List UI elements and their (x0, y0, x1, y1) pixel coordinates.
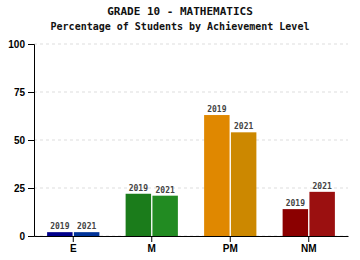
grid (34, 44, 348, 236)
x-axis-line (35, 236, 349, 237)
bar (231, 132, 256, 236)
bar-year-label: 2021 (77, 222, 96, 231)
x-tick: E (70, 236, 77, 254)
y-tick-label: 25 (14, 183, 26, 194)
bar-labels: 2019 2019 2019 2019 2021 2021 2021 2021 (50, 105, 332, 231)
y-tick-mark (28, 188, 34, 189)
plot: 2019 2019 2019 2019 2021 2021 2021 2021 E M PM NM 0 2… (8, 39, 348, 254)
bar-year-label: 2021 (234, 122, 253, 131)
grid-line (34, 44, 348, 45)
bar-year-label: 2019 (129, 184, 148, 193)
x-tick-label: E (70, 243, 77, 254)
bar-year-label: 2019 (50, 222, 69, 231)
bar-year-label: 2019 (207, 105, 226, 114)
bar (126, 194, 151, 236)
subtitle: Percentage of Students by Achievement Le… (51, 21, 310, 32)
y-tick-mark (28, 44, 34, 45)
grid-line (34, 140, 348, 141)
y-tick: 50 (14, 135, 34, 146)
x-tick: NM (301, 236, 317, 254)
x-tick-mark (230, 236, 231, 242)
y-tick-label: 0 (19, 231, 25, 242)
bar-year-label: 2019 (286, 199, 305, 208)
y-tick-label: 75 (14, 87, 26, 98)
y-tick-mark (28, 140, 34, 141)
bars (47, 115, 335, 236)
x-axis: E M PM NM (35, 236, 349, 254)
bar (283, 209, 308, 236)
x-tick-label: PM (223, 243, 238, 254)
x-tick: PM (223, 236, 238, 254)
x-tick-mark (151, 236, 152, 242)
y-tick-mark (28, 92, 34, 93)
grid-line (34, 92, 348, 93)
x-tick-mark (308, 236, 309, 242)
bar (47, 232, 72, 236)
grid-line (34, 188, 348, 189)
x-tick-label: M (148, 243, 156, 254)
y-tick: 75 (14, 87, 34, 98)
y-tick: 0 (19, 231, 34, 242)
y-tick-mark (28, 236, 34, 237)
bar-year-label: 2021 (313, 182, 332, 191)
y-tick: 100 (8, 39, 34, 50)
x-tick: M (148, 236, 156, 254)
title: GRADE 10 - MATHEMATICS (107, 5, 253, 18)
y-axis-line (28, 45, 35, 237)
x-tick-label: NM (301, 243, 317, 254)
y-tick: 25 (14, 183, 34, 194)
bar (152, 196, 177, 236)
y-axis: 0 25 50 75 100 (8, 39, 34, 242)
chart: GRADE 10 - MATHEMATICS Percentage of Stud… (0, 0, 360, 260)
bar (204, 115, 229, 236)
bar (74, 232, 99, 236)
y-tick-label: 100 (8, 39, 25, 50)
y-tick-label: 50 (14, 135, 26, 146)
bar-year-label: 2021 (156, 186, 175, 195)
bar (309, 192, 334, 236)
x-tick-mark (73, 236, 74, 242)
